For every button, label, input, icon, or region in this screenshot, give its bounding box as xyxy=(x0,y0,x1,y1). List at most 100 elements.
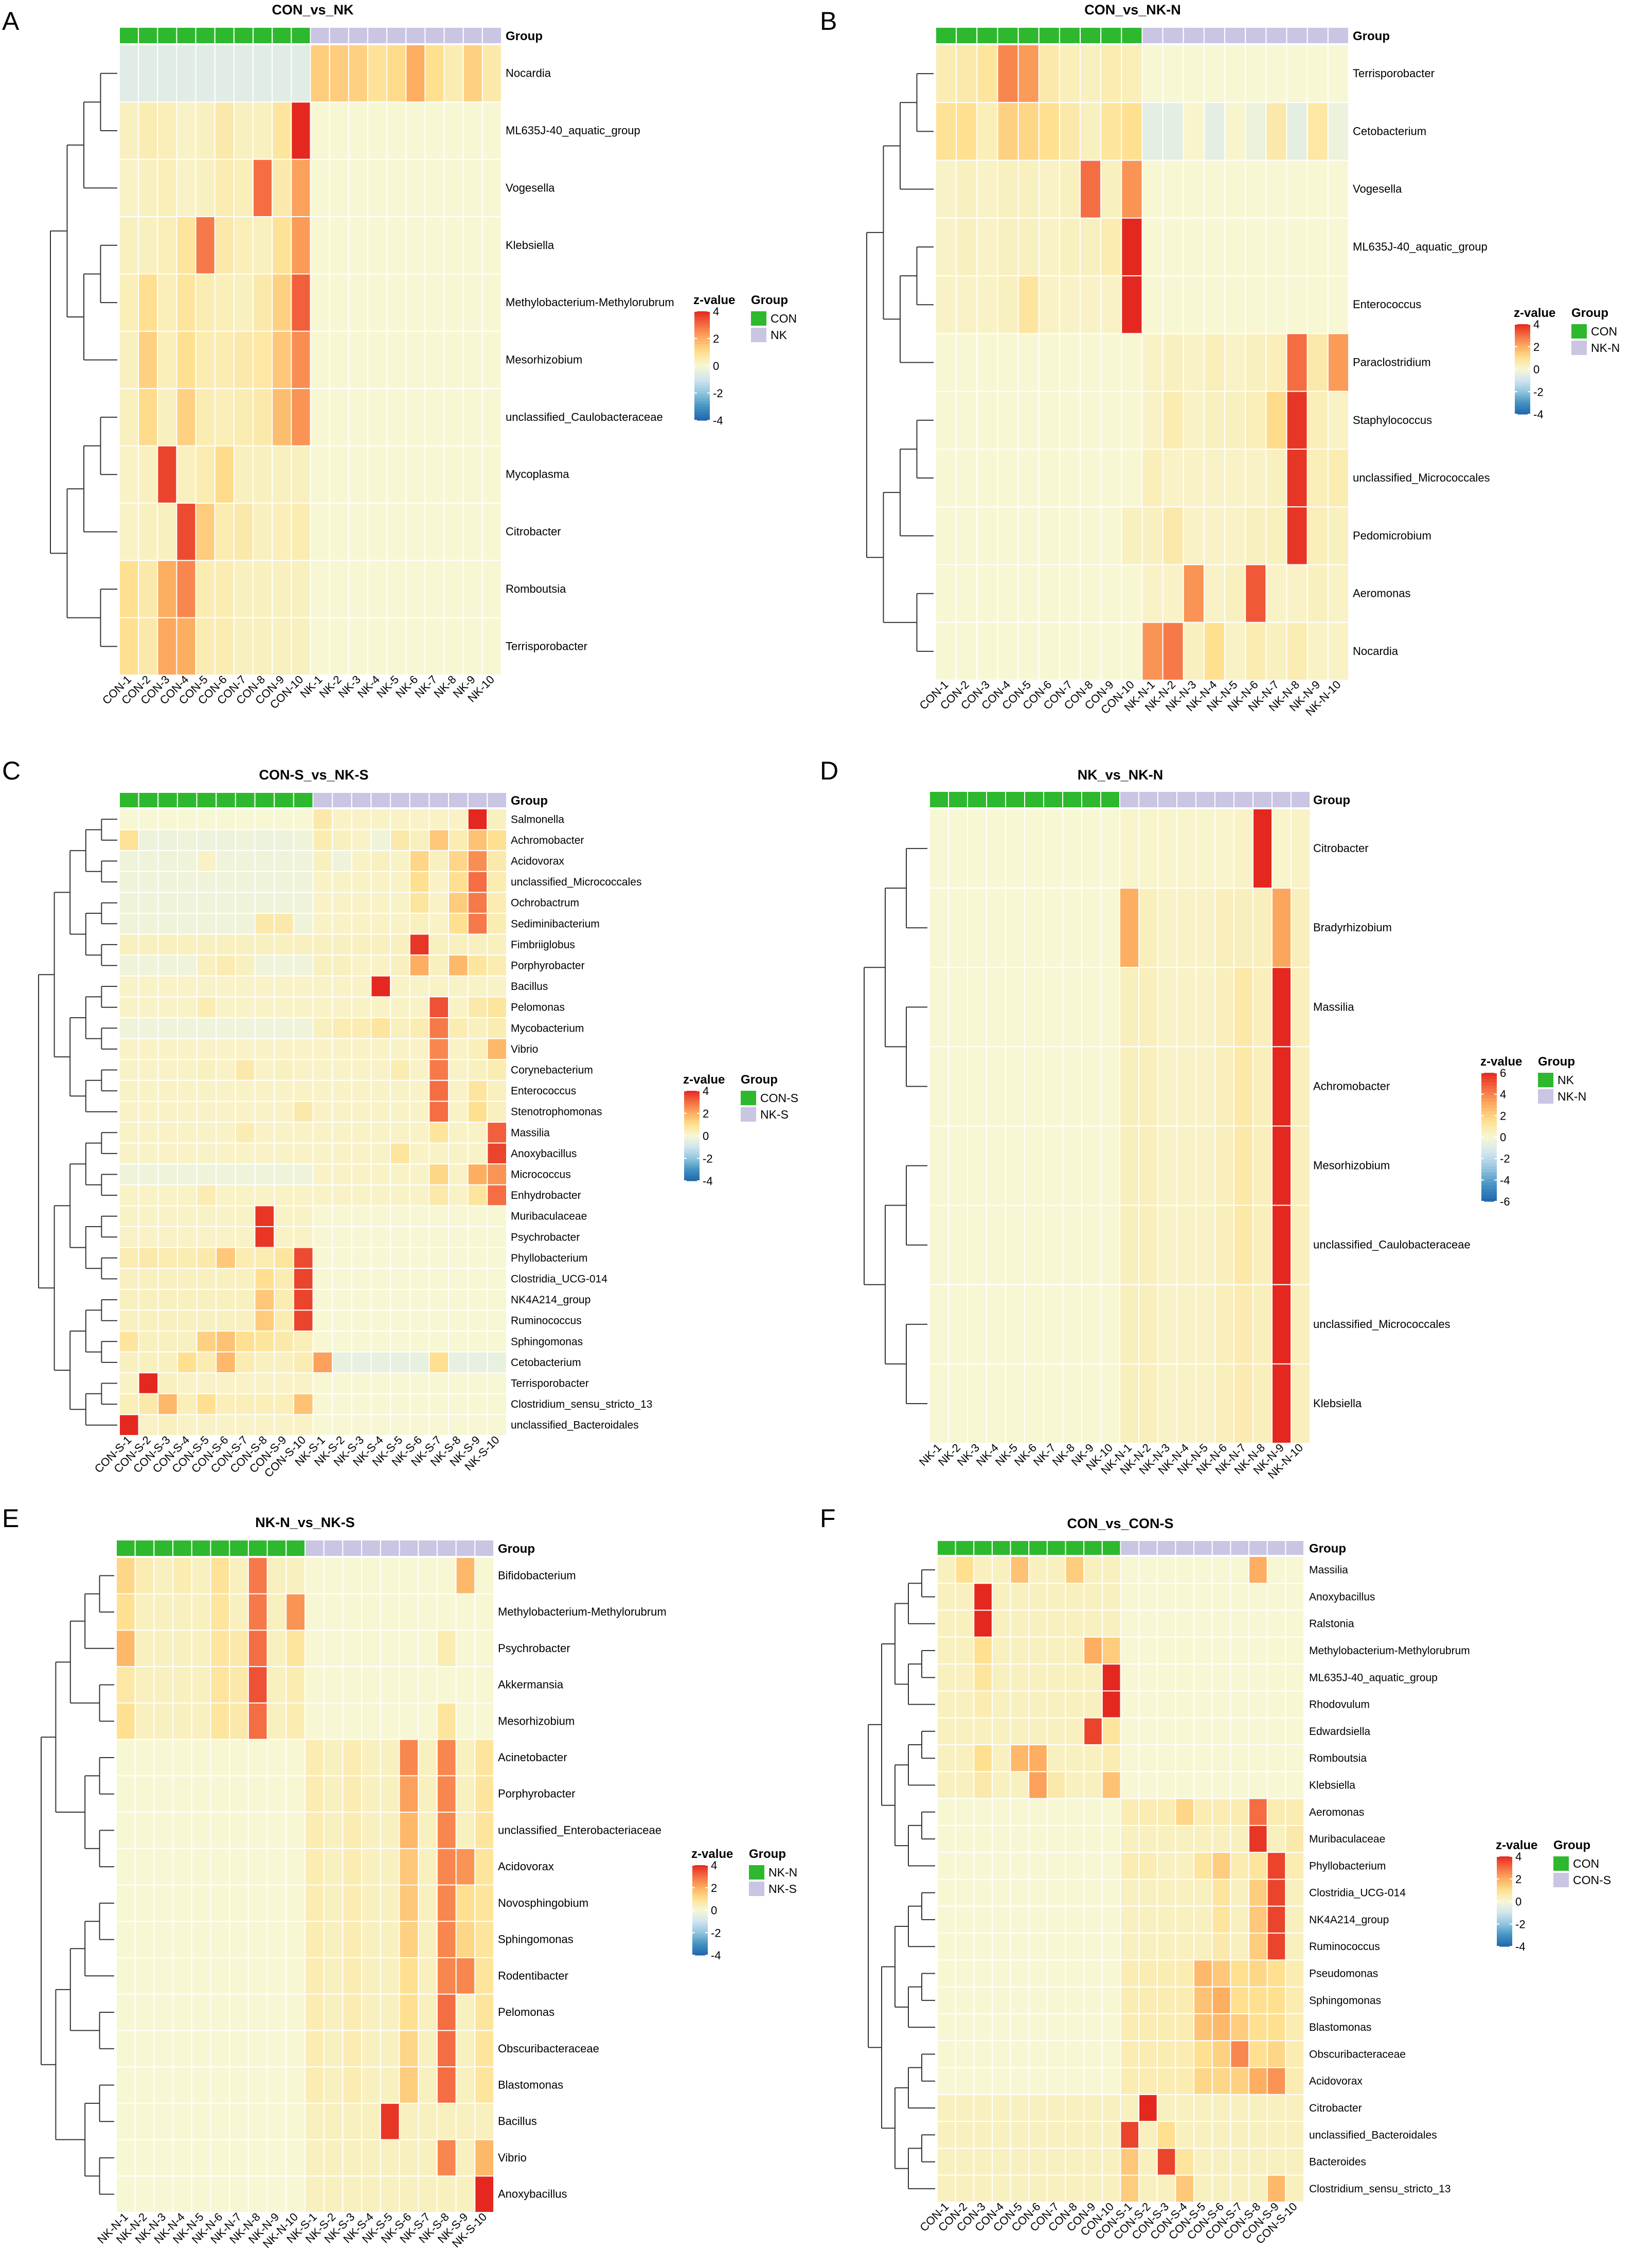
heatmap-cell xyxy=(1005,1204,1025,1285)
heatmap-cell xyxy=(1120,1583,1140,1611)
heatmap-cell xyxy=(997,333,1019,392)
heatmap-cell xyxy=(448,1205,469,1227)
colorbar-segment xyxy=(694,341,710,345)
heatmap-cell xyxy=(176,617,196,676)
heatmap-cell xyxy=(138,1309,159,1332)
heatmap-cell xyxy=(409,1247,430,1269)
colorbar-segment xyxy=(1497,1885,1512,1888)
heatmap-cell xyxy=(305,1593,325,1631)
heatmap-cell xyxy=(1306,275,1329,334)
heatmap-cell xyxy=(116,1666,136,1704)
heatmap-cell xyxy=(1120,1986,1140,2014)
heatmap-cell xyxy=(332,975,352,998)
heatmap-cell xyxy=(467,1184,488,1207)
heatmap-cell xyxy=(176,216,196,275)
heatmap-cell xyxy=(1266,2121,1286,2149)
heatmap-cell xyxy=(1193,1905,1213,1934)
heatmap-cell xyxy=(474,1629,494,1668)
heatmap-cell xyxy=(1010,1959,1030,1988)
heatmap-cell xyxy=(157,975,178,998)
zvalue-legend-title: z-value xyxy=(1496,1838,1537,1852)
row-label: Porphyrobacter xyxy=(498,1787,575,1800)
heatmap-cell xyxy=(1162,448,1184,508)
heatmap-cell xyxy=(351,1309,372,1332)
colorbar-segment xyxy=(692,1948,708,1951)
heatmap-cell xyxy=(1211,1852,1231,1880)
heatmap-cell xyxy=(235,1101,256,1123)
heatmap-cell xyxy=(991,2013,1011,2042)
heatmap-cell xyxy=(195,158,216,218)
colorbar-segment xyxy=(1515,378,1530,381)
group-annotation-cell xyxy=(386,27,407,44)
heatmap-cell xyxy=(1028,2121,1048,2149)
heatmap-cell xyxy=(119,1017,139,1039)
heatmap-cell xyxy=(1043,808,1063,889)
group-annotation-cell xyxy=(455,1539,476,1557)
heatmap-cell xyxy=(467,1268,488,1290)
heatmap-cell xyxy=(361,1812,381,1849)
heatmap-cell xyxy=(1062,808,1082,889)
row-label: ML635J-40_aquatic_group xyxy=(1309,1672,1438,1684)
heatmap-cell xyxy=(428,1247,450,1269)
heatmap-cell xyxy=(153,2030,174,2068)
heatmap-cell xyxy=(138,273,158,332)
heatmap-cell xyxy=(254,1309,275,1332)
heatmap-cell xyxy=(467,996,488,1019)
heatmap-cell xyxy=(323,1993,344,2031)
heatmap-cell xyxy=(266,1775,287,1813)
heatmap-cell xyxy=(428,1017,450,1039)
heatmap-cell xyxy=(351,1351,372,1374)
group-annotation-cell xyxy=(418,1539,438,1557)
heatmap-cell xyxy=(973,2013,993,2042)
colorbar-segment xyxy=(692,1926,708,1929)
heatmap-cell xyxy=(1046,1690,1066,1718)
heatmap-cell xyxy=(1214,967,1234,1048)
panel-title: NK_vs_NK-N xyxy=(1078,767,1163,783)
heatmap-cell xyxy=(1245,391,1267,450)
heatmap-cell xyxy=(153,2066,174,2104)
heatmap-cell xyxy=(390,1372,410,1394)
heatmap-cell xyxy=(119,954,139,977)
heatmap-cell xyxy=(956,102,978,161)
heatmap-cell xyxy=(1046,1663,1066,1692)
heatmap-cell xyxy=(929,1284,949,1365)
heatmap-cell xyxy=(216,1414,236,1436)
heatmap-cell xyxy=(955,1556,975,1584)
heatmap-cell xyxy=(1214,1284,1234,1365)
heatmap-cell xyxy=(986,808,1006,889)
heatmap-cell xyxy=(418,1557,438,1594)
heatmap-cell xyxy=(428,913,450,935)
colorbar-segment xyxy=(1481,1146,1497,1150)
heatmap-cell xyxy=(1285,1690,1305,1718)
heatmap-cell xyxy=(418,1702,438,1740)
heatmap-cell xyxy=(428,850,450,872)
heatmap-cell xyxy=(1065,2174,1085,2203)
heatmap-cell xyxy=(323,2175,344,2213)
heatmap-cell xyxy=(293,996,314,1019)
heatmap-cell xyxy=(138,1017,159,1039)
heatmap-cell xyxy=(157,273,177,332)
heatmap-cell xyxy=(1265,333,1287,392)
heatmap-cell xyxy=(1193,1771,1213,1799)
heatmap-cell xyxy=(176,1393,198,1415)
heatmap-cell xyxy=(235,1331,256,1353)
heatmap-cell xyxy=(191,2066,211,2104)
heatmap-cell xyxy=(312,829,333,852)
heatmap-cell xyxy=(348,158,368,218)
heatmap-cell xyxy=(285,1629,306,1668)
heatmap-cell xyxy=(1285,1798,1305,1826)
heatmap-cell xyxy=(1175,1986,1195,2014)
heatmap-cell xyxy=(1230,1879,1250,1907)
group-annotation-cell xyxy=(1065,1540,1085,1556)
heatmap-cell xyxy=(1028,1824,1048,1853)
heatmap-cell xyxy=(1024,808,1044,889)
heatmap-cell xyxy=(1266,1556,1286,1584)
heatmap-cell xyxy=(1327,564,1350,623)
heatmap-cell xyxy=(1046,1852,1066,1880)
colorbar-segment xyxy=(1497,1930,1512,1934)
colorbar-segment xyxy=(694,415,710,418)
heatmap-cell xyxy=(191,2030,211,2068)
row-label: Mesorhizobium xyxy=(506,353,582,366)
heatmap-cell xyxy=(399,1702,419,1740)
heatmap-cell xyxy=(929,808,949,889)
